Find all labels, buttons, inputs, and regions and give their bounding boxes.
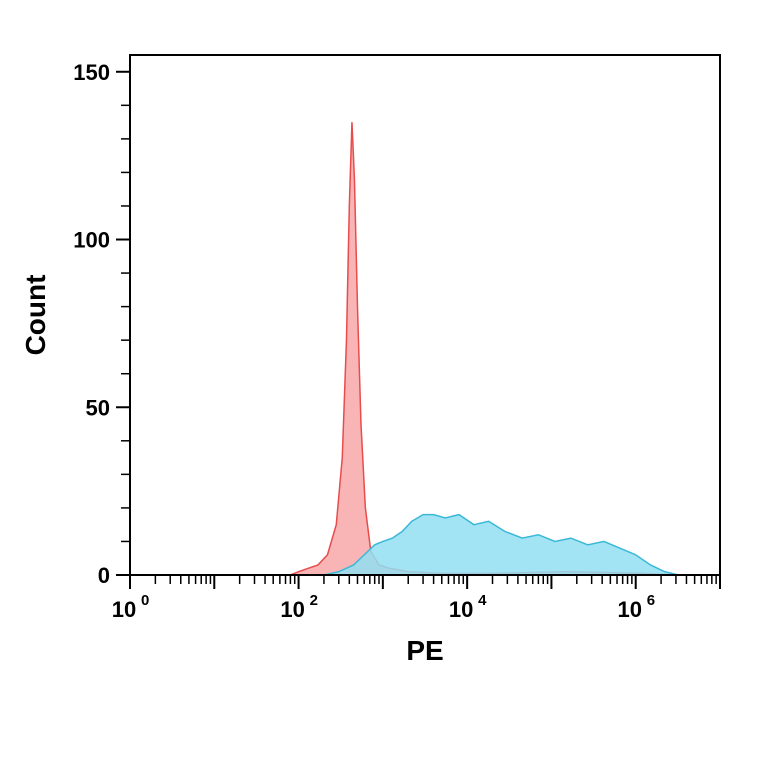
x-tick-label: 10 xyxy=(280,597,304,622)
x-tick-label: 10 xyxy=(112,597,136,622)
y-tick-label: 150 xyxy=(73,60,110,85)
chart-svg: 100102104106PE050100150Count xyxy=(0,0,764,764)
flow-cytometry-histogram: 100102104106PE050100150Count xyxy=(0,0,764,764)
x-tick-exponent: 6 xyxy=(647,592,655,609)
y-axis-label: Count xyxy=(20,275,51,356)
y-tick-label: 0 xyxy=(98,563,110,588)
y-tick-label: 100 xyxy=(73,228,110,253)
x-tick-exponent: 4 xyxy=(478,592,487,609)
x-tick-label: 10 xyxy=(617,597,641,622)
y-tick-label: 50 xyxy=(86,395,110,420)
x-tick-exponent: 2 xyxy=(310,592,318,609)
x-tick-exponent: 0 xyxy=(141,592,149,609)
x-tick-label: 10 xyxy=(449,597,473,622)
x-axis-label: PE xyxy=(406,635,443,666)
